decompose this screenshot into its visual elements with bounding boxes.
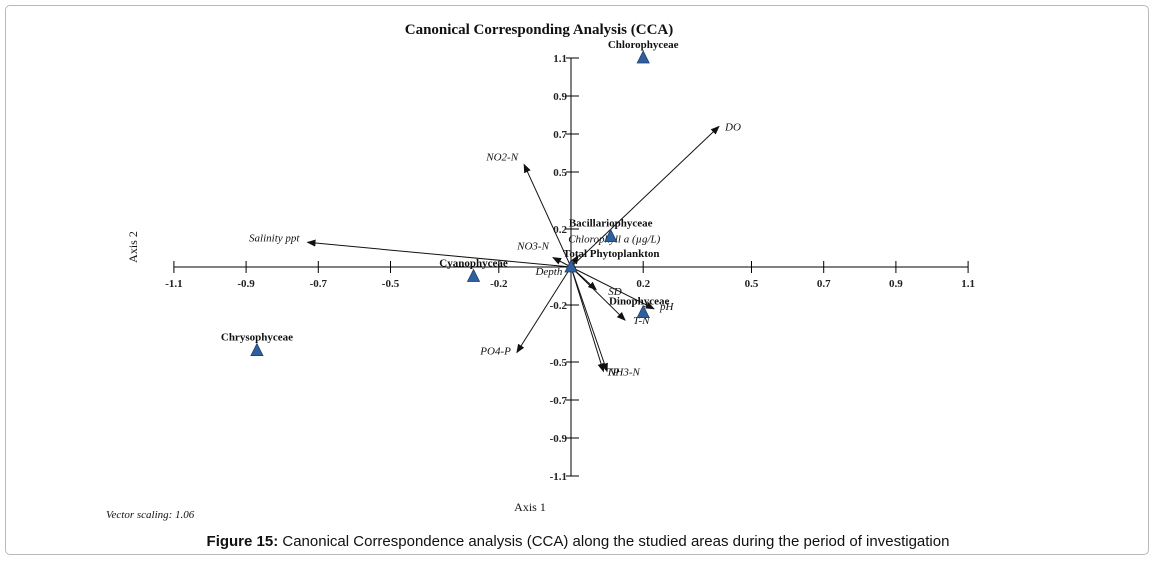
x-axis-label: Axis 1 [514,500,546,514]
vector-arrow [570,266,626,321]
vector-label: TP [606,367,619,379]
y-tick-label: 1.1 [553,53,567,65]
vector-label: pH [659,301,675,313]
y-tick-label: 0.2 [553,224,567,236]
chart-title: Canonical Corresponding Analysis (CCA) [405,22,674,38]
vector-label: NO3-N [516,241,549,253]
y-tick-label: -0.7 [550,395,568,407]
species-marker [604,228,618,243]
vector-arrow [570,266,608,373]
x-tick-label: 1.1 [961,278,975,290]
vector-label: PO4-P [479,346,511,358]
x-tick-label: 0.2 [636,278,650,290]
x-tick-label: -0.2 [490,278,508,290]
x-tick-label: 0.9 [889,278,903,290]
species-group: Chlorophyceae Bacillariophyceae Cyanophyce… [221,39,679,357]
figure-caption: Figure 15: Canonical Correspondence anal… [0,533,1156,550]
x-tick-label: -1.1 [165,278,182,290]
y-tick-label: -0.2 [550,300,568,312]
species-marker [636,304,650,319]
axes-group: -1.1 -0.9 -0.7 -0.5 -0.2 0.2 0.5 0.7 0.9 1.1 1.1 0.… [165,53,975,483]
vector-arrow [523,163,572,268]
y-tick-label: -0.9 [550,433,568,445]
species-label: Cyanophyceae [439,258,508,270]
vector-arrow [306,239,572,268]
species-marker [636,50,650,64]
x-tick-label: -0.7 [310,278,328,290]
x-tick-label: -0.5 [382,278,400,290]
species-label: Bacillariophyceae [569,218,653,230]
vector-arrow [570,266,655,310]
species-label: Chlorophyceae [608,39,679,51]
vector-arrow [570,266,605,373]
vector-label: Salinity ppt [249,232,300,244]
caption-text: Canonical Correspondence analysis (CCA) … [278,533,950,550]
species-label: Total Phytoplankton [563,248,660,260]
vector-label: T-N [633,315,650,327]
vector-label: NO2-N [485,151,518,163]
species-marker [250,342,264,357]
vector-label: NH3-N [607,367,640,379]
y-tick-label: 0.9 [553,91,567,103]
vector-label: DO [724,121,741,133]
y-tick-label: 0.5 [553,167,567,179]
vector-arrow [516,266,572,354]
vector-label: Depth [534,266,562,278]
species-marker [564,259,578,273]
species-marker [466,268,481,282]
vector-scaling-note: Vector scaling: 1.06 [106,509,195,521]
y-tick-label: -0.5 [550,357,568,369]
y-axis-label: Axis 2 [126,231,140,263]
caption-label: Figure 15: [206,533,279,550]
x-tick-label: -0.9 [237,278,255,290]
y-tick-label: 0.7 [553,129,567,141]
x-tick-label: 0.5 [745,278,759,290]
y-tick-label: -1.1 [550,471,567,483]
figure-frame [5,5,1149,555]
species-label: Dinophyceae [609,296,670,308]
vector-arrow [570,125,720,268]
x-tick-label: 0.7 [817,278,831,290]
species-label: Chrysophyceae [221,332,293,344]
vector-label: SD [608,286,622,298]
